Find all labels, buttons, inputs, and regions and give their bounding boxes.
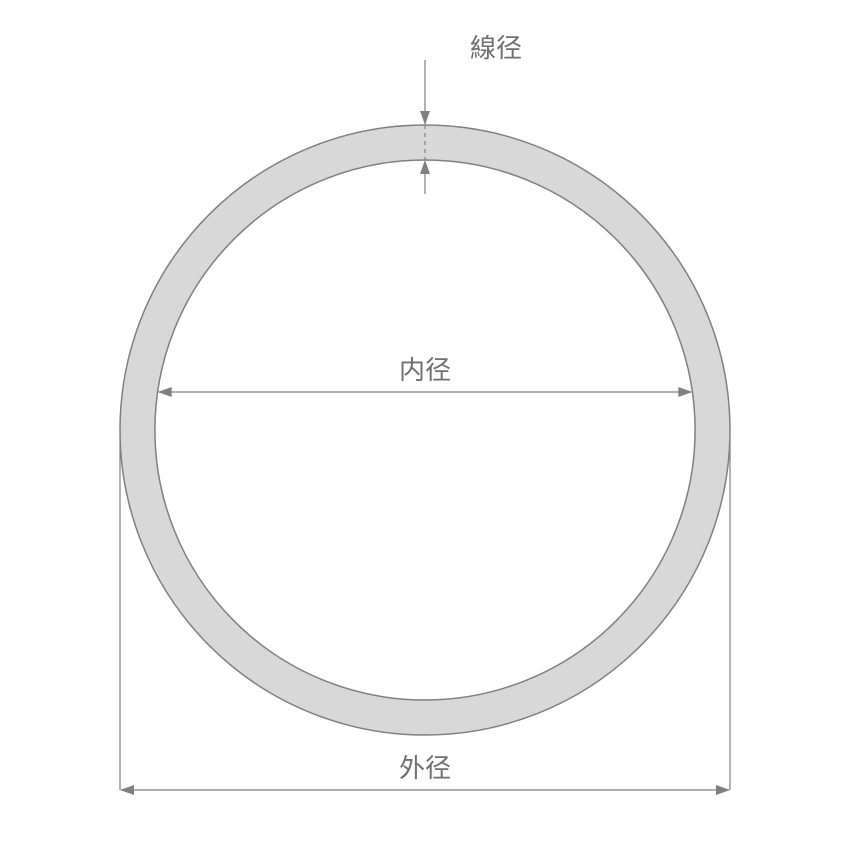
ring-annulus (120, 125, 730, 735)
arrow-head (420, 160, 430, 174)
dimension-inner-diameter: 内径 (159, 355, 692, 392)
label-wire-diameter: 線径 (470, 33, 522, 63)
arrow-head (420, 111, 430, 125)
arrow-head (120, 785, 134, 795)
arrow-head (158, 387, 172, 397)
arrow-head (678, 387, 692, 397)
label-outer-diameter: 外径 (399, 753, 451, 783)
arrow-head (716, 785, 730, 795)
label-inner-diameter: 内径 (399, 355, 451, 385)
